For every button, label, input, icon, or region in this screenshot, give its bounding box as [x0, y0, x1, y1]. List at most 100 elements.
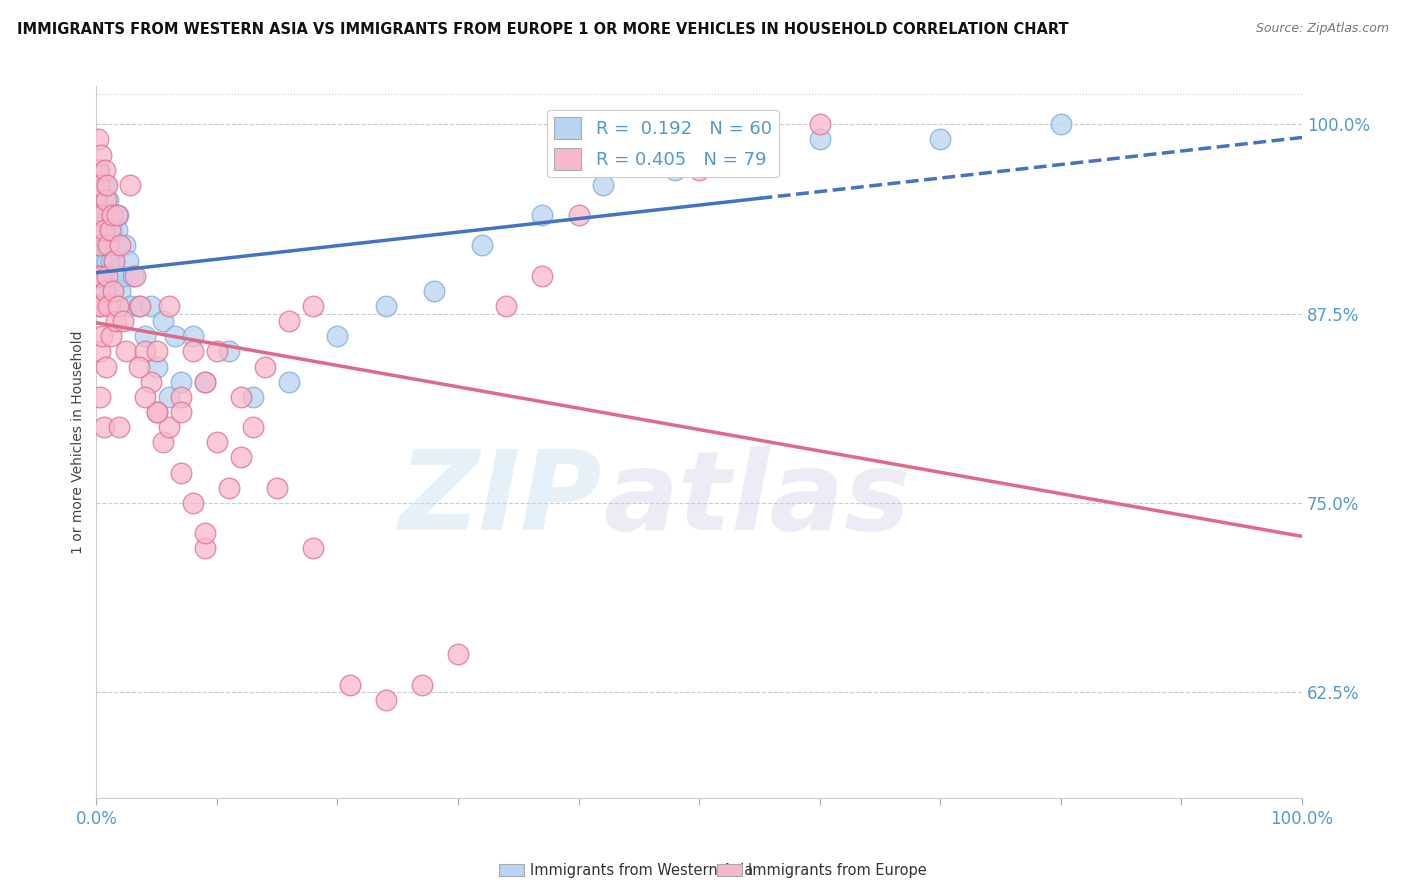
- Point: [302, 541, 325, 556]
- Point: [128, 299, 150, 313]
- Point: [374, 299, 396, 313]
- Point: [86, 268, 108, 283]
- Point: [93, 253, 115, 268]
- Point: [94, 284, 117, 298]
- Point: [157, 420, 180, 434]
- Y-axis label: 1 or more Vehicles in Household: 1 or more Vehicles in Household: [72, 331, 86, 554]
- Point: [100, 253, 122, 268]
- Point: [139, 375, 162, 389]
- Point: [103, 284, 125, 298]
- Point: [86, 162, 108, 177]
- Point: [929, 132, 952, 146]
- Point: [170, 375, 193, 389]
- Point: [96, 253, 118, 268]
- Text: ZIP: ZIP: [399, 446, 603, 553]
- Point: [447, 647, 470, 661]
- Point: [103, 253, 125, 268]
- Point: [86, 193, 108, 207]
- Point: [157, 299, 180, 313]
- Point: [89, 268, 111, 283]
- Point: [97, 238, 120, 252]
- Point: [86, 223, 108, 237]
- Point: [194, 541, 217, 556]
- Point: [105, 208, 128, 222]
- Point: [423, 284, 446, 298]
- Point: [302, 299, 325, 313]
- Point: [737, 147, 759, 161]
- Point: [205, 344, 228, 359]
- Point: [242, 420, 264, 434]
- Point: [91, 223, 114, 237]
- Point: [531, 268, 554, 283]
- Point: [163, 329, 186, 343]
- Point: [101, 223, 124, 237]
- Point: [94, 162, 117, 177]
- Point: [94, 193, 117, 207]
- Point: [94, 208, 117, 222]
- Point: [266, 481, 288, 495]
- Point: [157, 390, 180, 404]
- Point: [374, 692, 396, 706]
- Point: [89, 238, 111, 252]
- Point: [103, 253, 125, 268]
- Point: [107, 208, 129, 222]
- Point: [93, 420, 115, 434]
- Point: [90, 268, 112, 283]
- Point: [326, 329, 349, 343]
- Point: [89, 344, 111, 359]
- Point: [181, 344, 204, 359]
- Point: [120, 178, 142, 192]
- Point: [170, 390, 193, 404]
- Point: [411, 677, 433, 691]
- Point: [339, 677, 361, 691]
- Point: [181, 329, 204, 343]
- Point: [91, 208, 114, 222]
- Point: [101, 208, 124, 222]
- Point: [94, 178, 117, 192]
- Point: [87, 178, 110, 192]
- Point: [93, 193, 115, 207]
- Point: [170, 405, 193, 419]
- Point: [218, 481, 240, 495]
- Text: Immigrants from Europe: Immigrants from Europe: [748, 863, 927, 878]
- Point: [170, 466, 193, 480]
- Point: [108, 420, 131, 434]
- Point: [471, 238, 494, 252]
- Point: [134, 344, 156, 359]
- Point: [98, 223, 121, 237]
- Point: [86, 193, 108, 207]
- Point: [96, 178, 118, 192]
- Point: [86, 208, 108, 222]
- Point: [107, 299, 129, 313]
- Legend: R =  0.192   N = 60, R = 0.405   N = 79: R = 0.192 N = 60, R = 0.405 N = 79: [547, 110, 779, 178]
- Point: [90, 299, 112, 313]
- Point: [152, 435, 174, 450]
- Point: [808, 117, 831, 131]
- Point: [808, 132, 831, 146]
- Point: [111, 268, 134, 283]
- Point: [278, 375, 301, 389]
- Point: [96, 268, 118, 283]
- Point: [592, 178, 614, 192]
- Point: [94, 238, 117, 252]
- Point: [194, 375, 217, 389]
- Point: [97, 208, 120, 222]
- Text: Source: ZipAtlas.com: Source: ZipAtlas.com: [1256, 22, 1389, 36]
- Point: [152, 314, 174, 328]
- Point: [90, 208, 112, 222]
- Point: [121, 268, 143, 283]
- Point: [531, 208, 554, 222]
- Point: [139, 299, 162, 313]
- Point: [87, 178, 110, 192]
- Point: [117, 253, 139, 268]
- Point: [97, 299, 120, 313]
- Point: [134, 390, 156, 404]
- Point: [104, 314, 127, 328]
- Point: [134, 329, 156, 343]
- Point: [568, 208, 591, 222]
- Point: [495, 299, 517, 313]
- Point: [111, 314, 134, 328]
- Point: [90, 284, 112, 298]
- Point: [120, 299, 142, 313]
- Point: [145, 344, 167, 359]
